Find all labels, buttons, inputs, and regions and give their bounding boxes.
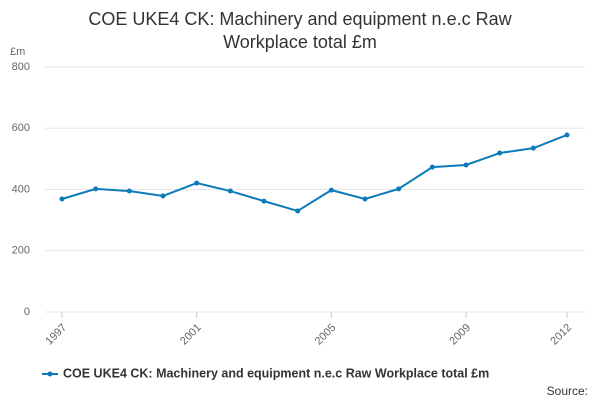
data-point — [328, 187, 334, 193]
data-point — [59, 196, 65, 202]
legend-marker — [47, 371, 53, 377]
data-point — [93, 186, 99, 192]
chart-title: COE UKE4 CK: Machinery and equipment n.e… — [88, 9, 512, 52]
y-tick-label: 600 — [12, 122, 30, 134]
data-point — [564, 132, 570, 138]
data-point — [126, 188, 132, 194]
x-tick-label: 1997 — [43, 322, 69, 348]
x-tick-label: 2009 — [447, 322, 473, 348]
series-line — [61, 134, 568, 213]
data-point — [227, 188, 233, 194]
data-point — [295, 208, 301, 214]
x-tick-label: 2001 — [178, 322, 204, 348]
data-point — [194, 180, 200, 186]
source: Source: — [547, 384, 588, 398]
data-point — [160, 193, 166, 199]
legend-label: COE UKE4 CK: Machinery and equipment n.e… — [63, 366, 489, 380]
y-tick-label: 0 — [24, 306, 30, 318]
y-tick-label: 400 — [12, 183, 30, 195]
y-tick-label: 800 — [12, 61, 30, 73]
y-axis-label: £m — [10, 46, 25, 58]
data-point — [530, 145, 536, 151]
data-point — [362, 196, 368, 202]
x-tick-label: 2005 — [313, 322, 339, 348]
data-point — [497, 150, 503, 156]
data-point — [396, 186, 402, 192]
x-tick-label: 2012 — [548, 322, 574, 348]
data-point — [429, 164, 435, 170]
data-point — [463, 162, 469, 168]
data-point — [261, 198, 267, 204]
y-tick-label: 200 — [12, 245, 30, 257]
